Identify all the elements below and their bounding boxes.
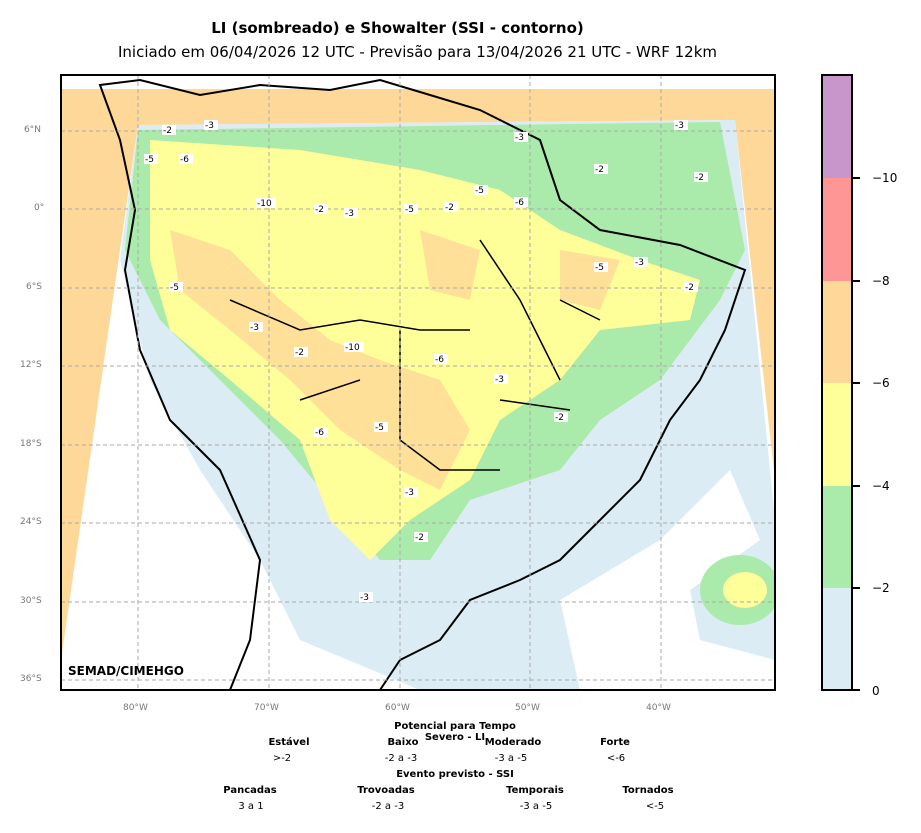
li-category: Forte xyxy=(600,737,630,748)
ssi-contour-label: -3 xyxy=(635,258,644,268)
lat-tick: 24°S xyxy=(20,517,42,527)
ssi-contour-label: -2 xyxy=(685,283,694,293)
lon-tick: 80°W xyxy=(123,703,148,713)
colorbar-tick: −2 xyxy=(872,581,890,595)
li-legend-title: Potencial para Tempo Severo - LI xyxy=(394,721,516,743)
ssi-contour-label: -3 xyxy=(675,121,684,131)
ssi-contour-label: -10 xyxy=(257,199,272,209)
li-category: Estável xyxy=(268,737,310,748)
credit-label: SEMAD/CIMEHGO xyxy=(68,664,184,678)
lon-tick: 50°W xyxy=(515,703,540,713)
ssi-category: Pancadas xyxy=(223,785,277,796)
colorbar-tick: 0 xyxy=(872,684,880,698)
ssi-contour-label: -2 xyxy=(295,348,304,358)
lat-tick: 18°S xyxy=(20,439,42,449)
ssi-contour-label: -3 xyxy=(495,375,504,385)
colorbar-tick: −4 xyxy=(872,479,890,493)
li-range: >-2 xyxy=(272,753,292,764)
ssi-contour-label: -2 xyxy=(695,173,704,183)
ssi-contour-label: -2 xyxy=(445,203,454,213)
lat-tick: 6°N xyxy=(24,125,41,135)
li-category: Baixo xyxy=(387,737,419,748)
ssi-range: <-5 xyxy=(645,801,665,812)
ssi-contour-label: -6 xyxy=(515,198,524,208)
ssi-contour-label: -6 xyxy=(435,355,444,365)
map-frame xyxy=(60,74,776,691)
domain-edge-shading xyxy=(61,89,775,660)
lon-tick: 40°W xyxy=(646,703,671,713)
lat-tick: 30°S xyxy=(20,596,42,606)
ssi-contour-label: -5 xyxy=(475,186,484,196)
li-range: -2 a -3 xyxy=(384,753,418,764)
ssi-range: -3 a -5 xyxy=(519,801,553,812)
ssi-contour-label: -5 xyxy=(405,205,414,215)
lat-tick: 12°S xyxy=(20,360,42,370)
ssi-contour-label: -5 xyxy=(170,283,179,293)
ssi-contour-label: -2 xyxy=(315,205,324,215)
ssi-contour-label: -3 xyxy=(360,593,369,603)
ssi-contour-label: -5 xyxy=(595,263,604,273)
ssi-contour-label: -5 xyxy=(375,423,384,433)
li-strong-area xyxy=(170,230,470,490)
lon-tick: 70°W xyxy=(254,703,279,713)
li-moderate-area xyxy=(150,140,700,560)
lon-tick: 60°W xyxy=(385,703,410,713)
chart-title: LI (sombreado) e Showalter (SSI - contor… xyxy=(211,19,584,37)
ssi-contour-label: -10 xyxy=(345,343,360,353)
ssi-contour-labels: -2 -3 -5 -6 -10 -2 -3 -5 -2 -3 -5 -6 -2 -3 -2 -5 -3 -2 -10… xyxy=(144,120,708,603)
ssi-legend-title: Evento previsto - SSI xyxy=(396,769,514,780)
ssi-category: Tornados xyxy=(622,785,674,796)
ssi-contour-label: -6 xyxy=(180,155,189,165)
colorbar-tick: −10 xyxy=(872,171,898,185)
ssi-contour-label: -2 xyxy=(595,165,604,175)
lat-tick: 0° xyxy=(34,203,45,213)
ssi-contour-label: -2 xyxy=(555,413,564,423)
ssi-category: Temporais xyxy=(506,785,564,796)
ssi-contour-label: -3 xyxy=(205,121,214,131)
ssi-range: 3 a 1 xyxy=(238,801,264,812)
lat-tick: 6°S xyxy=(26,282,42,292)
ssi-contour-label: -5 xyxy=(145,155,154,165)
ssi-contour-label: -2 xyxy=(415,533,424,543)
ssi-contour-label: -6 xyxy=(315,428,324,438)
colorbar-tick: −8 xyxy=(872,274,890,288)
li-category: Moderado xyxy=(484,737,542,748)
ssi-category: Trovoadas xyxy=(357,785,415,796)
ssi-contour-label: -3 xyxy=(515,133,524,143)
ssi-range: -2 a -3 xyxy=(371,801,405,812)
ssi-contour-label: -3 xyxy=(405,488,414,498)
ssi-contour-label: -3 xyxy=(250,323,259,333)
map-field: -2 -3 -5 -6 -10 -2 -3 -5 -2 -3 -5 -6 -2 -3 -2 -5 -3 -2 -10… xyxy=(61,75,775,690)
lat-tick: 36°S xyxy=(20,674,42,684)
chart-subtitle: Iniciado em 06/04/2026 12 UTC - Previsão… xyxy=(117,43,718,61)
ssi-contour-label: -3 xyxy=(345,209,354,219)
ssi-contour-label: -2 xyxy=(163,126,172,136)
colorbar-tick: −6 xyxy=(872,376,890,390)
li-range: -3 a -5 xyxy=(494,753,528,764)
colorbar xyxy=(821,74,860,691)
li-range: <-6 xyxy=(606,753,626,764)
